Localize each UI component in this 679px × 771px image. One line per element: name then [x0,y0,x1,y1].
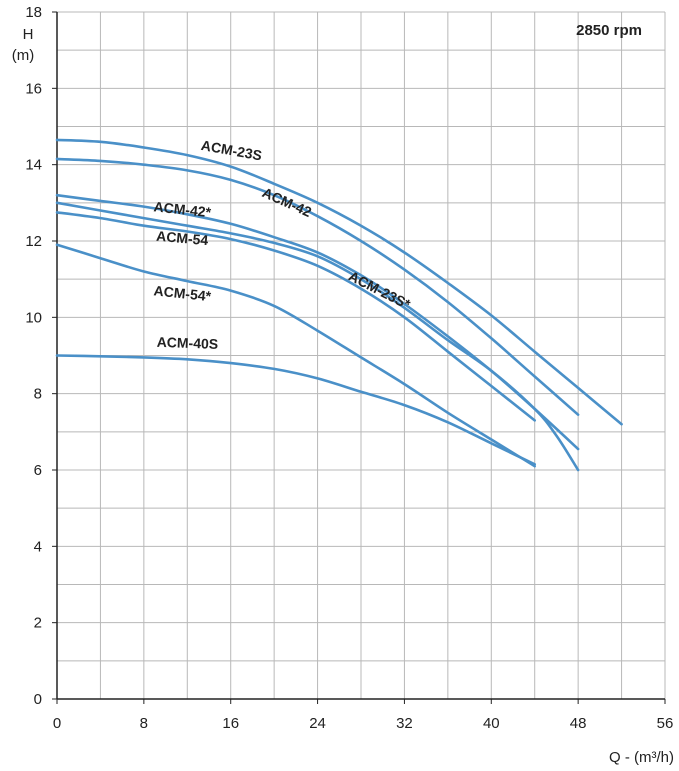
y-tick-label: 18 [25,4,42,21]
x-tick-label: 40 [483,715,500,732]
x-axis-label: Q - (m³/h) [609,749,674,766]
y-tick-label: 6 [34,462,42,479]
y-axis-label: H [23,26,34,43]
series-line-acm-23s [55,138,623,426]
series-line-acm-54-star [55,243,536,468]
rpm-annotation: 2850 rpm [576,22,642,39]
x-tick-label: 8 [140,715,148,732]
y-tick-label: 2 [34,615,42,632]
series-label-acm-54: ACM-54 [156,228,210,249]
series-label-acm-42-star: ACM-42* [153,198,212,220]
series-line-acm-23s-star [55,201,580,472]
series-label-acm-23s-star: ACM-23S* [346,268,413,313]
x-tick-label: 48 [570,715,587,732]
grid [57,11,666,699]
x-tick-label: 56 [657,715,674,732]
y-axis-unit: (m) [12,47,35,64]
series-line-acm-54 [55,211,536,422]
x-tick-label: 16 [222,715,239,732]
y-tick-label: 12 [25,233,42,250]
series-label-acm-54-star: ACM-54* [153,282,212,304]
x-tick-label: 24 [309,715,326,732]
y-tick-label: 0 [34,691,42,708]
y-tick-label: 10 [25,309,42,326]
y-tick-label: 14 [25,157,42,174]
y-tick-label: 8 [34,386,42,403]
series-line-acm-42 [55,157,580,416]
x-tick-label: 32 [396,715,413,732]
y-tick-label: 16 [25,80,42,97]
series-label-acm-40s: ACM-40S [156,334,218,352]
y-tick-label: 4 [34,538,42,555]
x-tick-label: 0 [53,715,61,732]
series-line-acm-40s [55,354,536,466]
series-curves [55,138,623,472]
